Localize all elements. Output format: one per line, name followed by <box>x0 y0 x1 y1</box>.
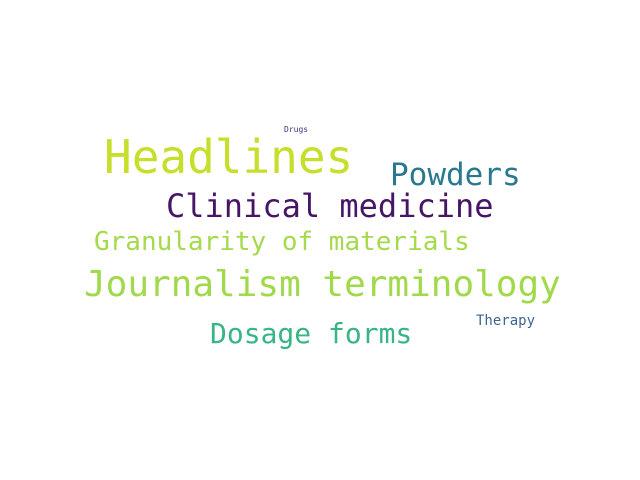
word-granularity-of-materials: Granularity of materials <box>94 227 470 257</box>
word-journalism-terminology: Journalism terminology <box>84 264 561 305</box>
word-headlines: Headlines <box>104 130 354 184</box>
word-therapy: Therapy <box>476 313 536 329</box>
word-clinical-medicine: Clinical medicine <box>166 187 494 225</box>
word-drugs: Drugs <box>284 125 309 134</box>
word-dosage-forms: Dosage forms <box>210 317 413 350</box>
word-powders: Powders <box>390 157 521 193</box>
